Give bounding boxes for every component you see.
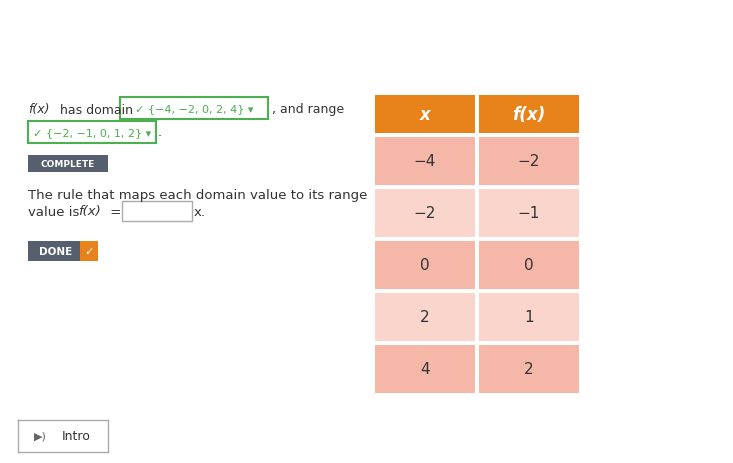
Bar [120,98,268,120]
Bar [375,138,475,186]
Text: f(x): f(x) [78,205,100,218]
Text: 0: 0 [420,258,430,273]
Bar [375,345,475,393]
Text: ✓ {−4, −2, 0, 2, 4} ▾: ✓ {−4, −2, 0, 2, 4} ▾ [135,104,253,114]
Text: COMPLETE: COMPLETE [41,160,95,169]
Text: ✓ {−2, −1, 0, 1, 2} ▾: ✓ {−2, −1, 0, 1, 2} ▾ [33,128,151,138]
Text: .: . [158,125,162,138]
Text: value is: value is [28,205,84,218]
Text: 4: 4 [420,362,430,377]
Bar [479,294,579,341]
Text: , and range: , and range [272,103,344,116]
Text: 2: 2 [420,310,430,325]
Bar [28,122,156,144]
Text: −2: −2 [517,154,540,169]
Text: The rule that maps each domain value to its range: The rule that maps each domain value to … [28,189,367,202]
Text: has domain: has domain [56,103,133,116]
Bar [375,294,475,341]
Bar [375,189,475,238]
Text: DONE: DONE [40,246,73,257]
Bar [375,242,475,289]
Text: x.: x. [194,205,206,218]
Bar [28,156,108,173]
Bar [375,96,475,134]
Text: 1: 1 [524,310,534,325]
Bar [479,242,579,289]
Text: 2: 2 [524,362,534,377]
Bar [122,201,192,221]
Bar [80,242,98,262]
Text: x: x [419,106,430,124]
Bar [479,345,579,393]
Text: f(x): f(x) [512,106,545,124]
Bar [28,242,98,262]
Bar [479,138,579,186]
Text: Intro: Intro [62,430,91,443]
Text: ✓: ✓ [84,246,94,257]
Text: f(x): f(x) [28,103,50,116]
Text: 0: 0 [524,258,534,273]
Text: =: = [106,205,121,218]
Bar [479,189,579,238]
Text: Reviewing Domain, Range, and Function Rules: Reviewing Domain, Range, and Function Ru… [16,34,563,54]
Text: −4: −4 [414,154,436,169]
Text: −1: −1 [517,206,540,221]
Text: −2: −2 [414,206,436,221]
Text: ▶): ▶) [34,431,47,441]
Bar [479,96,579,134]
